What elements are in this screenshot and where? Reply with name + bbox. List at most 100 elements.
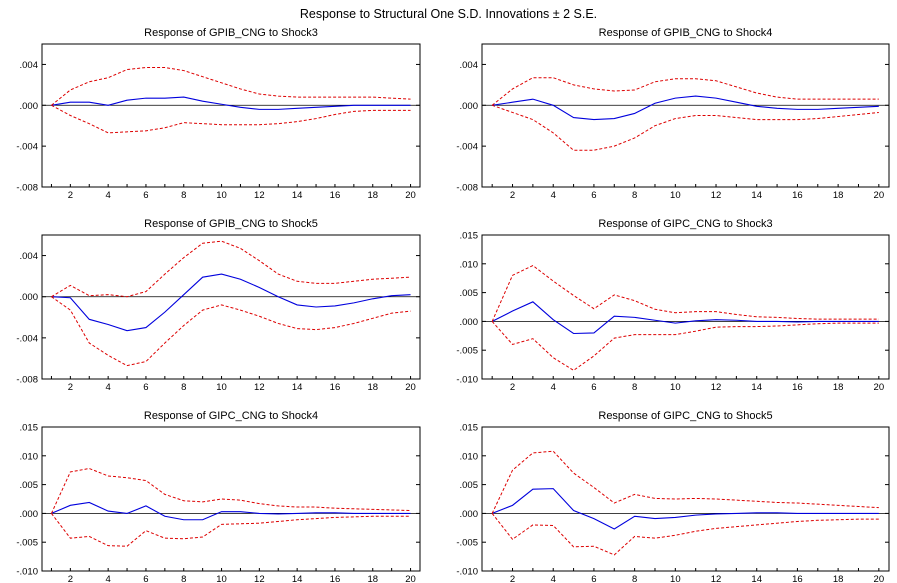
y-tick-label: -.005 [456,538,478,549]
x-tick-label: 20 [874,382,885,393]
y-tick-label: -.005 [16,538,38,549]
upper-band-line [491,450,879,514]
lower-band-line [51,513,411,547]
panel-1: Response of GPIB_CNG to Shock3 -.008 -.004… [16,27,421,201]
panel-title: Response of GPIB_CNG to Shock3 [144,27,318,39]
x-tick-label: 6 [143,382,148,393]
panel-title: Response of GIPC_CNG to Shock3 [598,218,772,230]
y-tick-label: -.004 [16,142,38,153]
x-tick-label: 16 [330,382,341,393]
y-tick-label: .000 [460,317,479,328]
panel-title: Response of GIPC_CNG to Shock5 [598,410,772,422]
x-tick-label: 2 [510,190,515,201]
lower-band-line [492,104,879,151]
x-tick-label: 4 [551,382,556,393]
plot-frame [41,43,421,188]
y-tick-label: .010 [460,259,479,270]
x-tick-label: 10 [670,382,681,393]
x-tick-label: 10 [670,574,681,583]
x-tick-label: 18 [367,190,378,201]
y-tick-label: .000 [460,101,479,112]
y-tick-label: -.008 [16,375,38,386]
x-tick-label: 18 [367,382,378,393]
x-tick-label: 12 [711,382,722,393]
x-tick-label: 14 [292,190,303,201]
x-tick-label: 20 [405,190,416,201]
lower-band-line [51,296,411,367]
plot-frame [481,234,890,380]
x-tick-label: 16 [792,574,803,583]
y-tick-label: .000 [20,509,39,520]
upper-band-line [51,240,411,298]
y-tick-label: -.010 [456,375,478,386]
response-line [492,95,879,121]
y-tick-label: .000 [460,509,479,520]
y-tick-label: .000 [20,292,39,303]
x-tick-label: 4 [106,574,111,583]
y-tick-label: -.005 [456,346,478,357]
y-tick-label: .004 [460,60,479,71]
x-tick-label: 12 [254,574,265,583]
x-tick-label: 6 [591,574,596,583]
x-tick-label: 8 [181,382,186,393]
y-tick-label: -.010 [456,567,478,578]
plot-frame [481,426,890,572]
x-tick-label: 10 [216,382,227,393]
x-tick-label: 12 [711,574,722,583]
y-tick-label: .004 [20,60,39,71]
x-tick-label: 2 [68,190,73,201]
y-tick-label: .010 [460,451,479,462]
x-tick-label: 14 [751,574,762,583]
response-line [51,96,411,110]
x-tick-label: 18 [367,574,378,583]
x-tick-label: 2 [68,382,73,393]
response-line [51,273,411,332]
x-tick-label: 4 [106,190,111,201]
x-tick-label: 8 [632,190,637,201]
x-tick-label: 16 [330,190,341,201]
y-tick-label: .000 [20,101,39,112]
y-tick-label: -.004 [16,333,38,344]
x-tick-label: 6 [143,574,148,583]
x-tick-label: 10 [216,190,227,201]
figure-title: Response to Structural One S.D. Innovati… [299,7,598,21]
x-tick-label: 14 [292,574,303,583]
plot-frame [41,234,421,380]
y-tick-label: .015 [460,423,479,434]
x-tick-label: 18 [833,382,844,393]
response-line [51,501,411,521]
y-tick-label: .005 [460,480,479,491]
plot-frame [481,43,890,188]
lower-band-line [491,321,879,371]
x-tick-label: 8 [181,574,186,583]
y-tick-label: -.004 [456,142,478,153]
panel-3: Response of GPIB_CNG to Shock5 -.008 -.004… [16,218,421,393]
x-tick-label: 20 [874,574,885,583]
y-tick-label: -.008 [16,183,38,194]
lower-band-line [51,104,411,134]
y-tick-label: -.008 [456,183,478,194]
x-tick-label: 18 [833,574,844,583]
panel-6: Response of GIPC_CNG to Shock5 -.010 -.005… [456,410,890,583]
x-tick-label: 4 [551,574,556,583]
x-tick-label: 20 [405,382,416,393]
y-tick-label: .004 [20,251,39,262]
x-tick-label: 14 [751,190,762,201]
upper-band-line [491,77,879,106]
x-tick-label: 12 [711,190,722,201]
y-tick-label: .015 [460,231,479,242]
x-tick-label: 12 [254,382,265,393]
response-line [491,488,879,530]
x-tick-label: 2 [510,574,515,583]
x-tick-label: 14 [292,382,303,393]
y-tick-label: .015 [20,423,39,434]
panel-2: Response of GPIB_CNG to Shock4 -.008 -.004… [456,27,890,201]
panel-title: Response of GIPC_CNG to Shock4 [144,410,318,422]
upper-band-line [51,66,411,106]
lower-band-line [491,513,879,556]
upper-band-line [50,467,411,514]
x-tick-label: 2 [510,382,515,393]
x-tick-label: 16 [792,190,803,201]
x-tick-label: 10 [670,190,681,201]
